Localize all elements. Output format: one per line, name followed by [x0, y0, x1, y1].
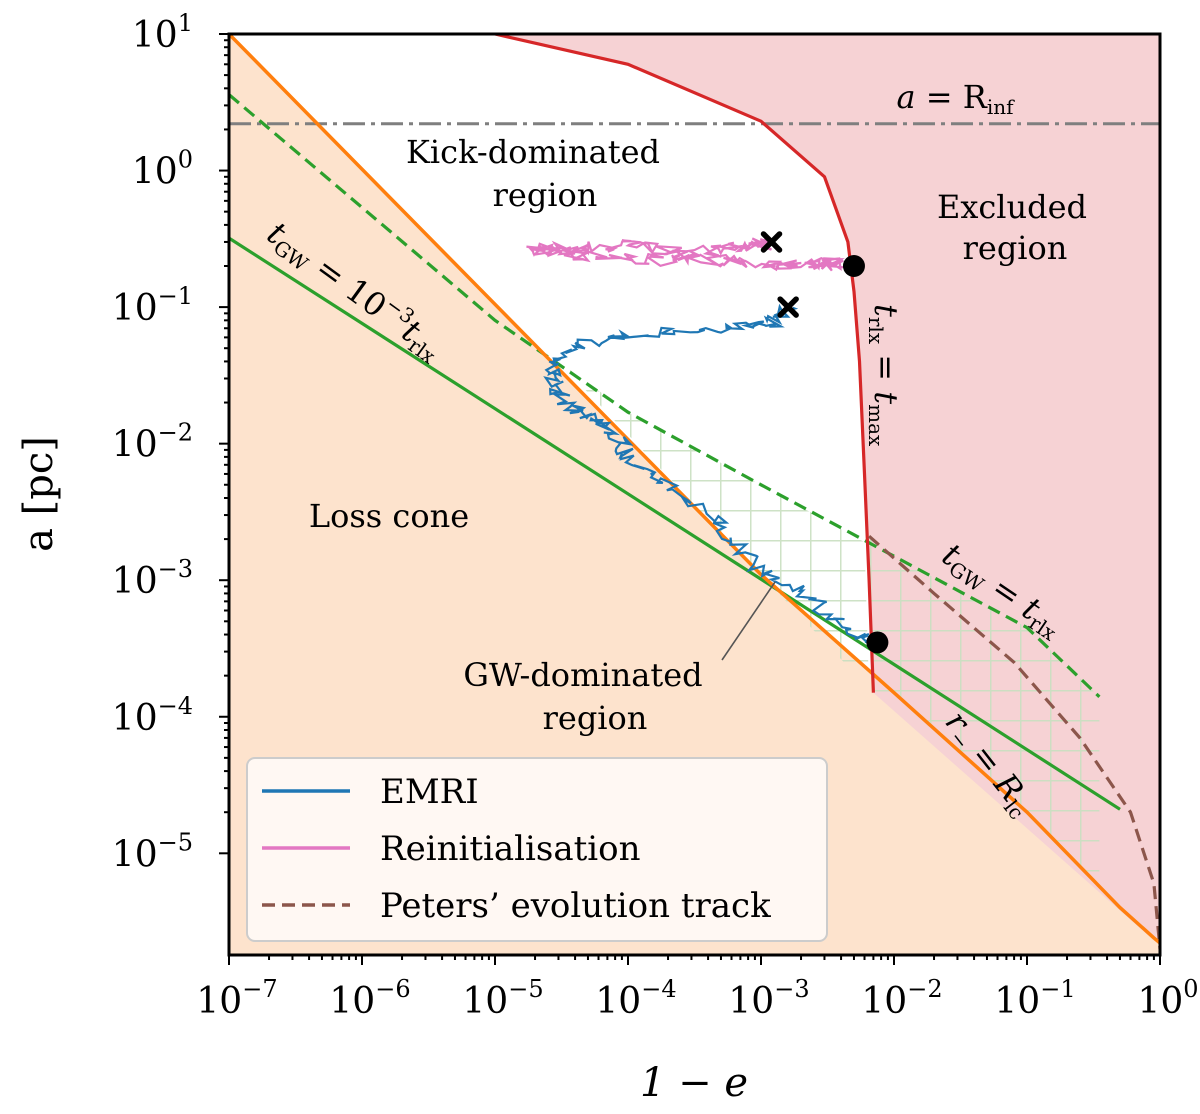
tgw-1e-3-trlx-line [229, 236, 1121, 811]
x-tick-label-7: 100 [1137, 975, 1198, 1022]
kick-label-line1: Kick-dominated [406, 133, 660, 171]
legend-label-peters: Peters’ evolution track [380, 886, 771, 926]
x-axis-label: 1 − e [640, 1060, 748, 1106]
plot-frame [227, 32, 1162, 957]
r-minus-rlc-line [229, 34, 1160, 945]
x-tick-label-0: 10−7 [196, 975, 277, 1022]
x-tick-label-1: 10−6 [329, 975, 410, 1022]
y-tick-label-1: 100 [132, 146, 193, 193]
gw-region-label: GW-dominated region [463, 656, 702, 737]
trlx-tmax-label: trlx = tmax [864, 304, 905, 447]
loss-cone-label: Loss cone [309, 497, 469, 535]
emri-line [543, 303, 877, 647]
legend: EMRI Reinitialisation Peters’ evolution … [246, 757, 828, 942]
y-tick-label-4: 10−3 [112, 555, 193, 602]
markers [760, 231, 889, 654]
gw-dominated-hatch-right [869, 536, 1100, 889]
y-tick-label-0: 101 [132, 9, 193, 56]
gw-label-pointer [721, 581, 776, 661]
gw-label-line1: GW-dominated [463, 656, 702, 694]
x-tick-label-2: 10−5 [462, 975, 543, 1022]
x-tick-label-6: 10−1 [994, 975, 1075, 1022]
gw-label-line2: region [543, 699, 648, 737]
kick-label-line2: region [493, 176, 598, 214]
legend-label-emri: EMRI [380, 772, 479, 812]
reinitialisation-line [526, 236, 860, 272]
marker-x-1 [777, 296, 799, 318]
y-tick-label-3: 10−2 [112, 419, 193, 466]
legend-label-reinit: Reinitialisation [380, 829, 641, 869]
y-tick-label-2: 10−1 [112, 282, 193, 329]
excluded-label-line1: Excluded [937, 188, 1087, 226]
x-tick-label-5: 10−2 [861, 975, 942, 1022]
marker-x-0 [760, 231, 783, 253]
y-tick-label-6: 10−5 [112, 828, 193, 875]
marker-dot-2 [842, 254, 865, 277]
x-axis: 10−7 10−6 10−5 10−4 10−3 10−2 10−1 100 [196, 955, 1199, 1022]
y-axis-label: a [pc] [16, 436, 62, 552]
gw-dominated-hatch-left [558, 361, 870, 689]
rinf-line-label: a = Rinf [896, 78, 1015, 119]
peters-track-line [868, 534, 1160, 949]
legend-box [246, 757, 828, 942]
excluded-region-label: Excluded region [937, 188, 1087, 267]
excluded-label-line2: region [963, 229, 1068, 267]
y-tick-label-5: 10−4 [112, 692, 193, 739]
kick-region-label: Kick-dominated region [406, 133, 660, 214]
y-axis: 101 100 10−1 10−2 10−3 10−4 10−5 [112, 9, 229, 875]
tgw-trlx-line [229, 93, 1101, 698]
x-tick-label-4: 10−3 [728, 975, 809, 1022]
marker-dot-3 [866, 631, 889, 654]
x-tick-label-3: 10−4 [595, 975, 676, 1022]
